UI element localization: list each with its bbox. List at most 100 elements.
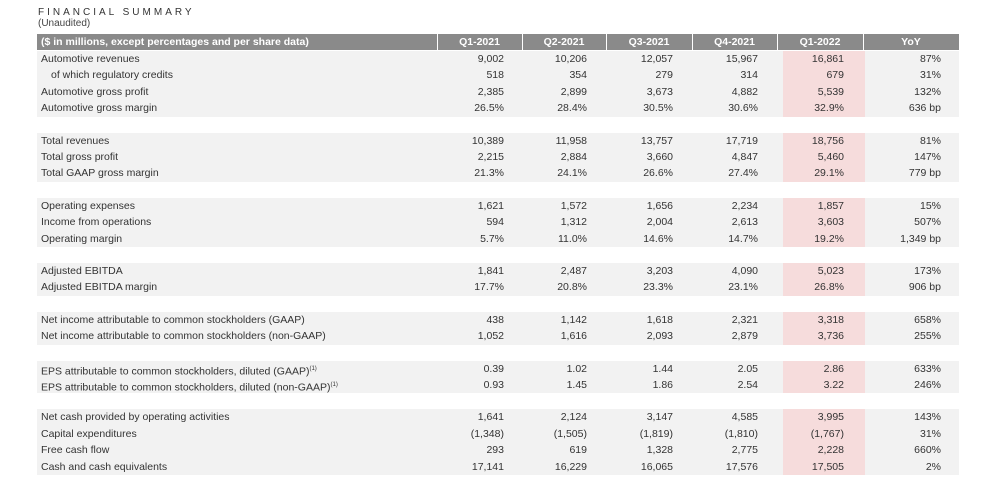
row-label: Net cash provided by operating activitie… [41, 409, 431, 425]
value-cell-q1-2022: 5,023 [817, 265, 844, 277]
value-cell-q2-2021: (1,505) [553, 427, 587, 440]
value-cell-q1-2021: 17,141 [471, 460, 504, 473]
q1-2022-highlight [783, 132, 865, 182]
value-cell-q1-2022: 19.2% [814, 232, 844, 245]
row-label-text: Adjusted EBITDA margin [41, 281, 158, 294]
value-cell-q4-2021: 2,879 [731, 330, 758, 343]
row-label: Cash and cash equivalents [41, 459, 431, 475]
value-cell-q1-2022: 3,995 [817, 411, 844, 424]
value-cell-yoy: 779 bp [908, 167, 941, 180]
value-cell-yoy: 660% [914, 444, 941, 457]
value-cell-q2-2021: 2,899 [560, 85, 587, 98]
value-cell-q4-2021: 4,585 [731, 411, 758, 424]
q1-2022-highlight [783, 360, 865, 394]
q1-2022-highlight [783, 409, 865, 475]
value-cell-q1-2022: 2,228 [817, 444, 844, 457]
q1-2022-highlight [783, 197, 865, 247]
row-label-text: Total gross profit [41, 151, 119, 163]
row-label: Automotive gross profit [41, 84, 431, 100]
row-label: Operating margin [41, 231, 431, 247]
value-cell-q1-2022: 3,736 [817, 330, 844, 343]
value-cell-q3-2021: 279 [655, 69, 673, 82]
row-label-text: Net cash provided by operating activitie… [41, 411, 230, 424]
value-cell-q3-2021: 1.86 [652, 379, 673, 391]
value-cell-q1-2021: 2,215 [477, 151, 504, 163]
row-label-text: EPS attributable to common stockholders,… [41, 381, 331, 394]
value-cell-yoy: 636 bp [908, 102, 941, 115]
value-cell-q2-2021: 2,124 [560, 411, 587, 424]
value-cell-q2-2021: 1.02 [566, 362, 587, 375]
value-cell-q4-2021: 2,613 [731, 216, 758, 229]
value-cell-q2-2021: 619 [569, 444, 587, 457]
value-cell-q1-2022: 679 [826, 69, 844, 82]
row-label-text: Income from operations [41, 216, 152, 229]
value-cell-q4-2021: 2.54 [737, 379, 758, 391]
value-cell-q4-2021: 27.4% [728, 167, 758, 180]
value-cell-q3-2021: 2,093 [646, 330, 673, 343]
value-cell-yoy: 1,349 bp [900, 232, 941, 245]
value-cell-q1-2021: 2,385 [477, 85, 504, 98]
value-cell-q3-2021: 3,147 [646, 411, 673, 424]
value-cell-q1-2022: 3,318 [817, 313, 844, 326]
row-label: Total revenues [41, 133, 431, 149]
value-cell-yoy: 31% [919, 69, 941, 82]
value-cell-q1-2021: 21.3% [474, 167, 504, 180]
value-cell-yoy: 906 bp [908, 281, 941, 294]
table-row: Total GAAP gross margin 21.3% 24.1% 26.6% 27… [37, 165, 959, 181]
value-cell-yoy: 87% [919, 53, 941, 65]
value-cell-q4-2021: 2.05 [737, 362, 758, 375]
value-cell-q1-2022: 32.9% [814, 102, 844, 115]
row-label-text: Operating margin [41, 232, 123, 245]
q1-2022-highlight [783, 311, 865, 345]
value-cell-q1-2022: 1,857 [817, 199, 844, 212]
table-row: Net cash provided by operating activitie… [37, 409, 959, 425]
table-row: of which regulatory credits 518 354 279 314 6… [37, 67, 959, 83]
value-cell-q4-2021: 17,576 [725, 460, 758, 473]
table-row: Total revenues 10,389 11,958 13,757 17,719 18… [37, 133, 959, 149]
row-label: Income from operations [41, 214, 431, 230]
value-cell-q4-2021: 2,775 [731, 444, 758, 457]
value-cell-q2-2021: 1,142 [560, 313, 587, 326]
value-cell-yoy: 31% [919, 427, 941, 440]
value-cell-yoy: 658% [914, 313, 941, 326]
row-label-text: Free cash flow [41, 444, 110, 457]
value-cell-q4-2021: 17,719 [725, 134, 758, 147]
row-label: Adjusted EBITDA margin [41, 279, 431, 295]
value-cell-q4-2021: 23.1% [728, 281, 758, 294]
header-label: ($ in millions, except percentages and p… [41, 36, 309, 48]
value-cell-q2-2021: 20.8% [557, 281, 587, 294]
value-cell-q1-2022: (1,767) [810, 427, 844, 440]
value-cell-q3-2021: 14.6% [643, 232, 673, 245]
value-cell-q4-2021: 4,882 [731, 85, 758, 98]
value-cell-q1-2022: 16,861 [811, 53, 844, 65]
row-label: Net income attributable to common stockh… [41, 312, 431, 328]
row-label: Net income attributable to common stockh… [41, 328, 431, 344]
row-label: Adjusted EBITDA [41, 263, 431, 279]
value-cell-q1-2021: 0.93 [483, 379, 504, 391]
table-row: Automotive revenues 9,002 10,206 12,057 15,9… [37, 51, 959, 67]
table-row: Operating margin 5.7% 11.0% 14.6% 14.7% 19.2%… [37, 231, 959, 247]
value-cell-q1-2022: 2.86 [823, 362, 844, 375]
row-label: Total GAAP gross margin [41, 165, 431, 181]
value-cell-yoy: 633% [914, 362, 941, 375]
value-cell-q1-2022: 5,539 [817, 85, 844, 98]
value-cell-q4-2021: 314 [740, 69, 758, 82]
table-row: Adjusted EBITDA 1,841 2,487 3,203 4,090 5,023… [37, 263, 959, 279]
value-cell-q3-2021: 3,673 [646, 85, 673, 98]
value-cell-q3-2021: 3,660 [646, 151, 673, 163]
value-cell-yoy: 15% [919, 199, 941, 212]
value-cell-q3-2021: 26.6% [643, 167, 673, 180]
row-label: of which regulatory credits [51, 67, 441, 83]
row-label-text: Net income attributable to common stockh… [41, 330, 326, 343]
value-cell-q1-2022: 18,756 [811, 134, 844, 147]
header-divider [692, 34, 693, 50]
value-cell-q3-2021: 3,203 [646, 265, 673, 277]
table-row: Automotive gross margin 26.5% 28.4% 30.5% 30… [37, 100, 959, 116]
value-cell-q4-2021: 30.6% [728, 102, 758, 115]
header-column-q1-2022: Q1-2022 [799, 36, 841, 48]
value-cell-q3-2021: 12,057 [640, 53, 673, 65]
header-column-q4-2021: Q4-2021 [714, 36, 755, 48]
value-cell-q2-2021: 354 [569, 69, 587, 82]
value-cell-yoy: 143% [914, 411, 941, 424]
header-column-q2-2021: Q2-2021 [543, 36, 585, 48]
